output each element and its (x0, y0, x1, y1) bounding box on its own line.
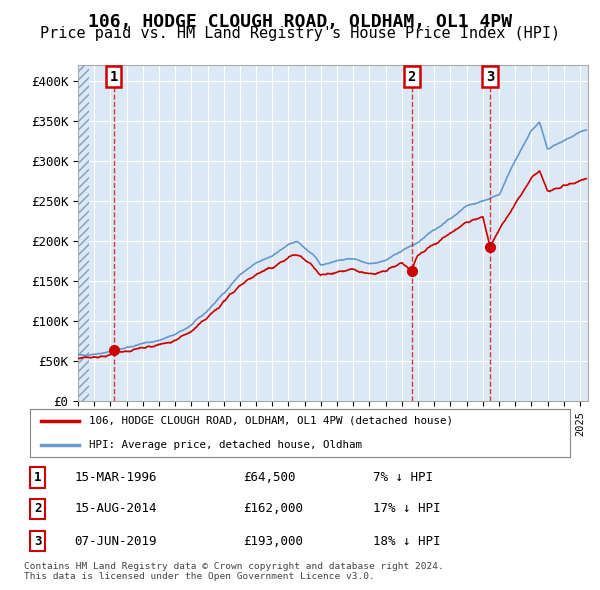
Text: 15-MAR-1996: 15-MAR-1996 (74, 471, 157, 484)
Text: 15-AUG-2014: 15-AUG-2014 (74, 502, 157, 516)
Text: 3: 3 (34, 535, 41, 548)
Text: £162,000: £162,000 (244, 502, 304, 516)
Text: 7% ↓ HPI: 7% ↓ HPI (373, 471, 433, 484)
Text: HPI: Average price, detached house, Oldham: HPI: Average price, detached house, Oldh… (89, 440, 362, 450)
Text: 17% ↓ HPI: 17% ↓ HPI (373, 502, 441, 516)
Text: Contains HM Land Registry data © Crown copyright and database right 2024.
This d: Contains HM Land Registry data © Crown c… (24, 562, 444, 581)
Text: 07-JUN-2019: 07-JUN-2019 (74, 535, 157, 548)
Text: 106, HODGE CLOUGH ROAD, OLDHAM, OL1 4PW: 106, HODGE CLOUGH ROAD, OLDHAM, OL1 4PW (88, 13, 512, 31)
Text: 18% ↓ HPI: 18% ↓ HPI (373, 535, 441, 548)
Text: 106, HODGE CLOUGH ROAD, OLDHAM, OL1 4PW (detached house): 106, HODGE CLOUGH ROAD, OLDHAM, OL1 4PW … (89, 416, 454, 426)
Text: Price paid vs. HM Land Registry's House Price Index (HPI): Price paid vs. HM Land Registry's House … (40, 26, 560, 41)
Text: 1: 1 (34, 471, 41, 484)
Text: 3: 3 (485, 70, 494, 84)
Text: 2: 2 (407, 70, 416, 84)
Text: 2: 2 (34, 502, 41, 516)
Text: £64,500: £64,500 (244, 471, 296, 484)
Bar (78, 65, 89, 401)
Text: £193,000: £193,000 (244, 535, 304, 548)
Text: 1: 1 (110, 70, 118, 84)
